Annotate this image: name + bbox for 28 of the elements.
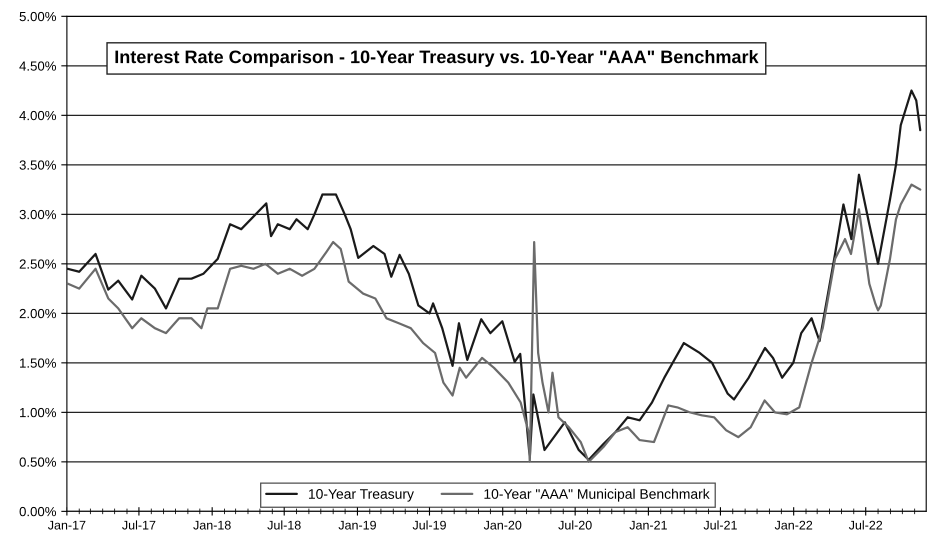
legend-label: 10-Year "AAA" Municipal Benchmark xyxy=(484,488,710,502)
y-tick-label: 4.00% xyxy=(19,110,56,120)
y-tick-label: 1.00% xyxy=(20,408,56,418)
line-series xyxy=(66,89,922,461)
y-tick-label: 0.50% xyxy=(20,457,56,467)
x-tick-label: Jan-20 xyxy=(484,520,522,530)
text: Interest Rate Comparison - 10-Year Treasury vs. 10-Year "AAA" Benchmark xyxy=(115,50,759,67)
y-tick-label: 3.50% xyxy=(20,160,56,170)
x-tick-label: Jul-18 xyxy=(267,520,301,530)
y-tick-label: 1.50% xyxy=(20,358,56,368)
y-tick-label: 4.50% xyxy=(19,61,56,71)
legend-label: 10-Year Treasury xyxy=(308,489,414,502)
y-tick-label: 3.00% xyxy=(20,210,56,220)
x-tick-label: Jul-17 xyxy=(122,520,156,530)
x-tick-label: Jul-21 xyxy=(704,520,737,530)
y-tick-label: 5.00% xyxy=(20,12,56,22)
x-tick-label: Jul-22 xyxy=(848,520,882,530)
x-tick-label: Jan-21 xyxy=(629,520,667,530)
x-tick-label: Jan-19 xyxy=(338,520,376,530)
x-tick-label: Jan-17 xyxy=(48,520,86,530)
y-tick-label: 2.50% xyxy=(20,259,56,269)
x-tick-label: Jan-18 xyxy=(193,520,231,530)
y-tick-label: 0.00% xyxy=(20,506,56,516)
y-tick-label: 2.00% xyxy=(20,308,56,318)
x-tick-label: Jul-19 xyxy=(412,520,446,530)
x-tick-label: Jul-20 xyxy=(558,520,592,530)
x-tick-label: Jan-22 xyxy=(774,520,812,530)
line-series xyxy=(66,184,922,463)
